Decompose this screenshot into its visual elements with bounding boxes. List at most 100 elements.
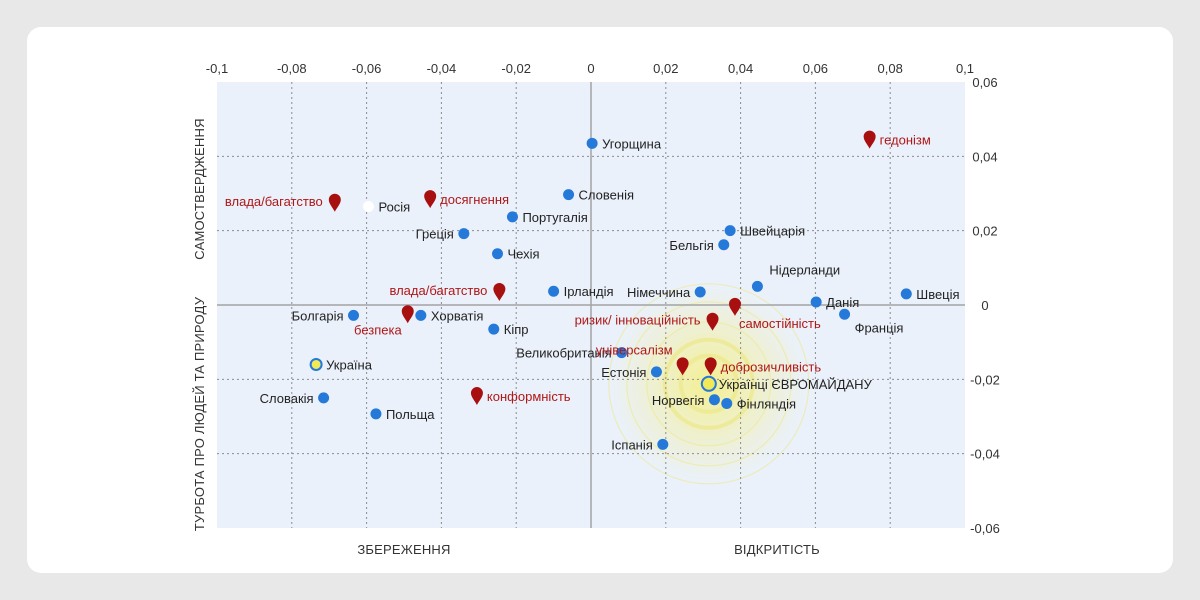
value-markers: гедонізм влада/багатство досягнення влада/б… <box>225 130 931 406</box>
value-marker: влада/багатство <box>225 193 341 212</box>
point-marker <box>650 366 662 378</box>
country-label: Естонія <box>601 365 646 380</box>
value-marker: досягнення <box>424 190 509 209</box>
x-tick-label: 0 <box>587 61 594 76</box>
country-label: Греція <box>416 227 454 242</box>
point-marker <box>694 286 706 298</box>
country-label: Німеччина <box>627 285 691 300</box>
country-label: Кіпр <box>504 322 529 337</box>
country-label: Франція <box>855 320 904 335</box>
value-marker: гедонізм <box>863 130 931 149</box>
point-marker <box>700 375 717 392</box>
point-marker <box>616 347 628 359</box>
point-marker <box>810 296 822 308</box>
country-label: Нідерланди <box>769 262 840 277</box>
pin-icon <box>676 357 689 376</box>
value-marker: доброзичливість <box>704 357 822 376</box>
x-tick-label: 0,08 <box>878 61 903 76</box>
country-point: Греція <box>416 227 470 242</box>
y-tick-label: -0,04 <box>970 447 1000 462</box>
value-label: безпека <box>354 322 402 337</box>
country-label: Українці ЄВРОМАЙДАНУ <box>719 377 873 392</box>
x-tick-label: -0,08 <box>277 61 307 76</box>
value-label: влада/багатство <box>389 283 487 298</box>
point-marker <box>506 211 518 223</box>
country-point: Швейцарія <box>724 224 805 239</box>
value-label: конформність <box>487 389 571 404</box>
country-label: Бельгія <box>669 238 713 253</box>
country-point: Фінляндія <box>721 396 796 411</box>
pin-icon <box>401 305 414 324</box>
country-point: Данія <box>810 295 859 310</box>
scatter-chart: -0,1 -0,08 -0,06 -0,04 -0,02 0 0,02 0,04 0,06 0,0… <box>192 61 1000 557</box>
point-marker <box>900 288 912 300</box>
chart-card: -0,1 -0,08 -0,06 -0,04 -0,02 0 0,02 0,04 0,06 0,0… <box>27 27 1173 573</box>
x-tick-label: 0,04 <box>728 61 753 76</box>
country-point: Франція <box>839 308 904 335</box>
pin-icon <box>706 312 719 331</box>
y-tick-label: 0,02 <box>972 224 997 239</box>
halo-ring <box>678 353 739 414</box>
pin-icon <box>493 282 506 301</box>
point-marker <box>751 280 763 292</box>
country-points: Угорщина Словенія Росія Португалія Греція Чех… <box>260 136 960 452</box>
value-marker: самостійність <box>728 297 821 331</box>
value-marker: універсалізм <box>596 342 689 376</box>
point-marker <box>586 137 598 149</box>
x-tick-label: 0,1 <box>956 61 974 76</box>
country-label: Швейцарія <box>740 224 805 239</box>
y-axis-label-bottom: ТУРБОТА ПРО ЛЮДЕЙ ТА ПРИРОДУ <box>192 296 207 531</box>
country-point: Хорватія <box>415 308 483 323</box>
country-label: Росія <box>378 200 410 215</box>
point-marker <box>318 392 330 404</box>
value-label: самостійність <box>739 316 821 331</box>
point-marker <box>724 225 736 237</box>
point-marker <box>839 308 851 320</box>
country-point: Німеччина <box>627 285 706 300</box>
point-marker <box>370 408 382 420</box>
country-label: Норвегія <box>652 393 705 408</box>
y-tick-label: -0,02 <box>970 372 1000 387</box>
country-label: Швеція <box>916 287 959 302</box>
country-point: Бельгія <box>669 238 730 253</box>
x-tick-label: 0,06 <box>803 61 828 76</box>
x-axis-label-right: ВІДКРИТІСТЬ <box>734 542 820 557</box>
point-marker <box>348 309 360 321</box>
x-tick-label: -0,06 <box>352 61 382 76</box>
pin-icon <box>328 193 341 212</box>
value-marker: конформність <box>470 387 571 406</box>
country-label: Україна <box>326 357 373 372</box>
country-point: Кіпр <box>488 322 528 337</box>
y-tick-label: 0 <box>981 298 988 313</box>
point-marker <box>492 248 503 260</box>
country-point: Польща <box>370 407 435 422</box>
halo-ring <box>662 337 755 430</box>
value-marker: безпека <box>354 305 414 337</box>
x-axis-label-left: ЗБЕРЕЖЕННЯ <box>357 542 450 557</box>
country-label: Ірландія <box>564 284 614 299</box>
country-label: Чехія <box>508 247 540 262</box>
country-point: Норвегія <box>652 393 720 408</box>
value-label: доброзичливість <box>721 359 822 374</box>
country-label: Данія <box>826 295 859 310</box>
value-marker: ризик/ інноваційність <box>575 312 719 331</box>
x-tick-label: 0,02 <box>653 61 678 76</box>
zero-axes <box>217 82 965 528</box>
country-point: Португалія <box>506 210 588 225</box>
point-marker <box>657 438 669 450</box>
country-label: Болгарія <box>292 308 344 323</box>
country-point: Швеція <box>900 287 960 302</box>
pin-icon <box>863 130 876 149</box>
country-label: Португалія <box>522 210 587 225</box>
country-label: Угорщина <box>602 136 662 151</box>
point-marker <box>362 201 374 213</box>
country-point: Болгарія <box>292 308 360 323</box>
x-tick-label: -0,1 <box>206 61 228 76</box>
halo-ring <box>608 283 810 485</box>
country-label: Хорватія <box>431 308 484 323</box>
pin-icon <box>704 357 717 376</box>
point-marker <box>708 394 720 406</box>
country-point: Словакія <box>260 391 330 406</box>
country-point: Україна <box>309 357 373 372</box>
value-label: влада/багатство <box>225 194 323 209</box>
